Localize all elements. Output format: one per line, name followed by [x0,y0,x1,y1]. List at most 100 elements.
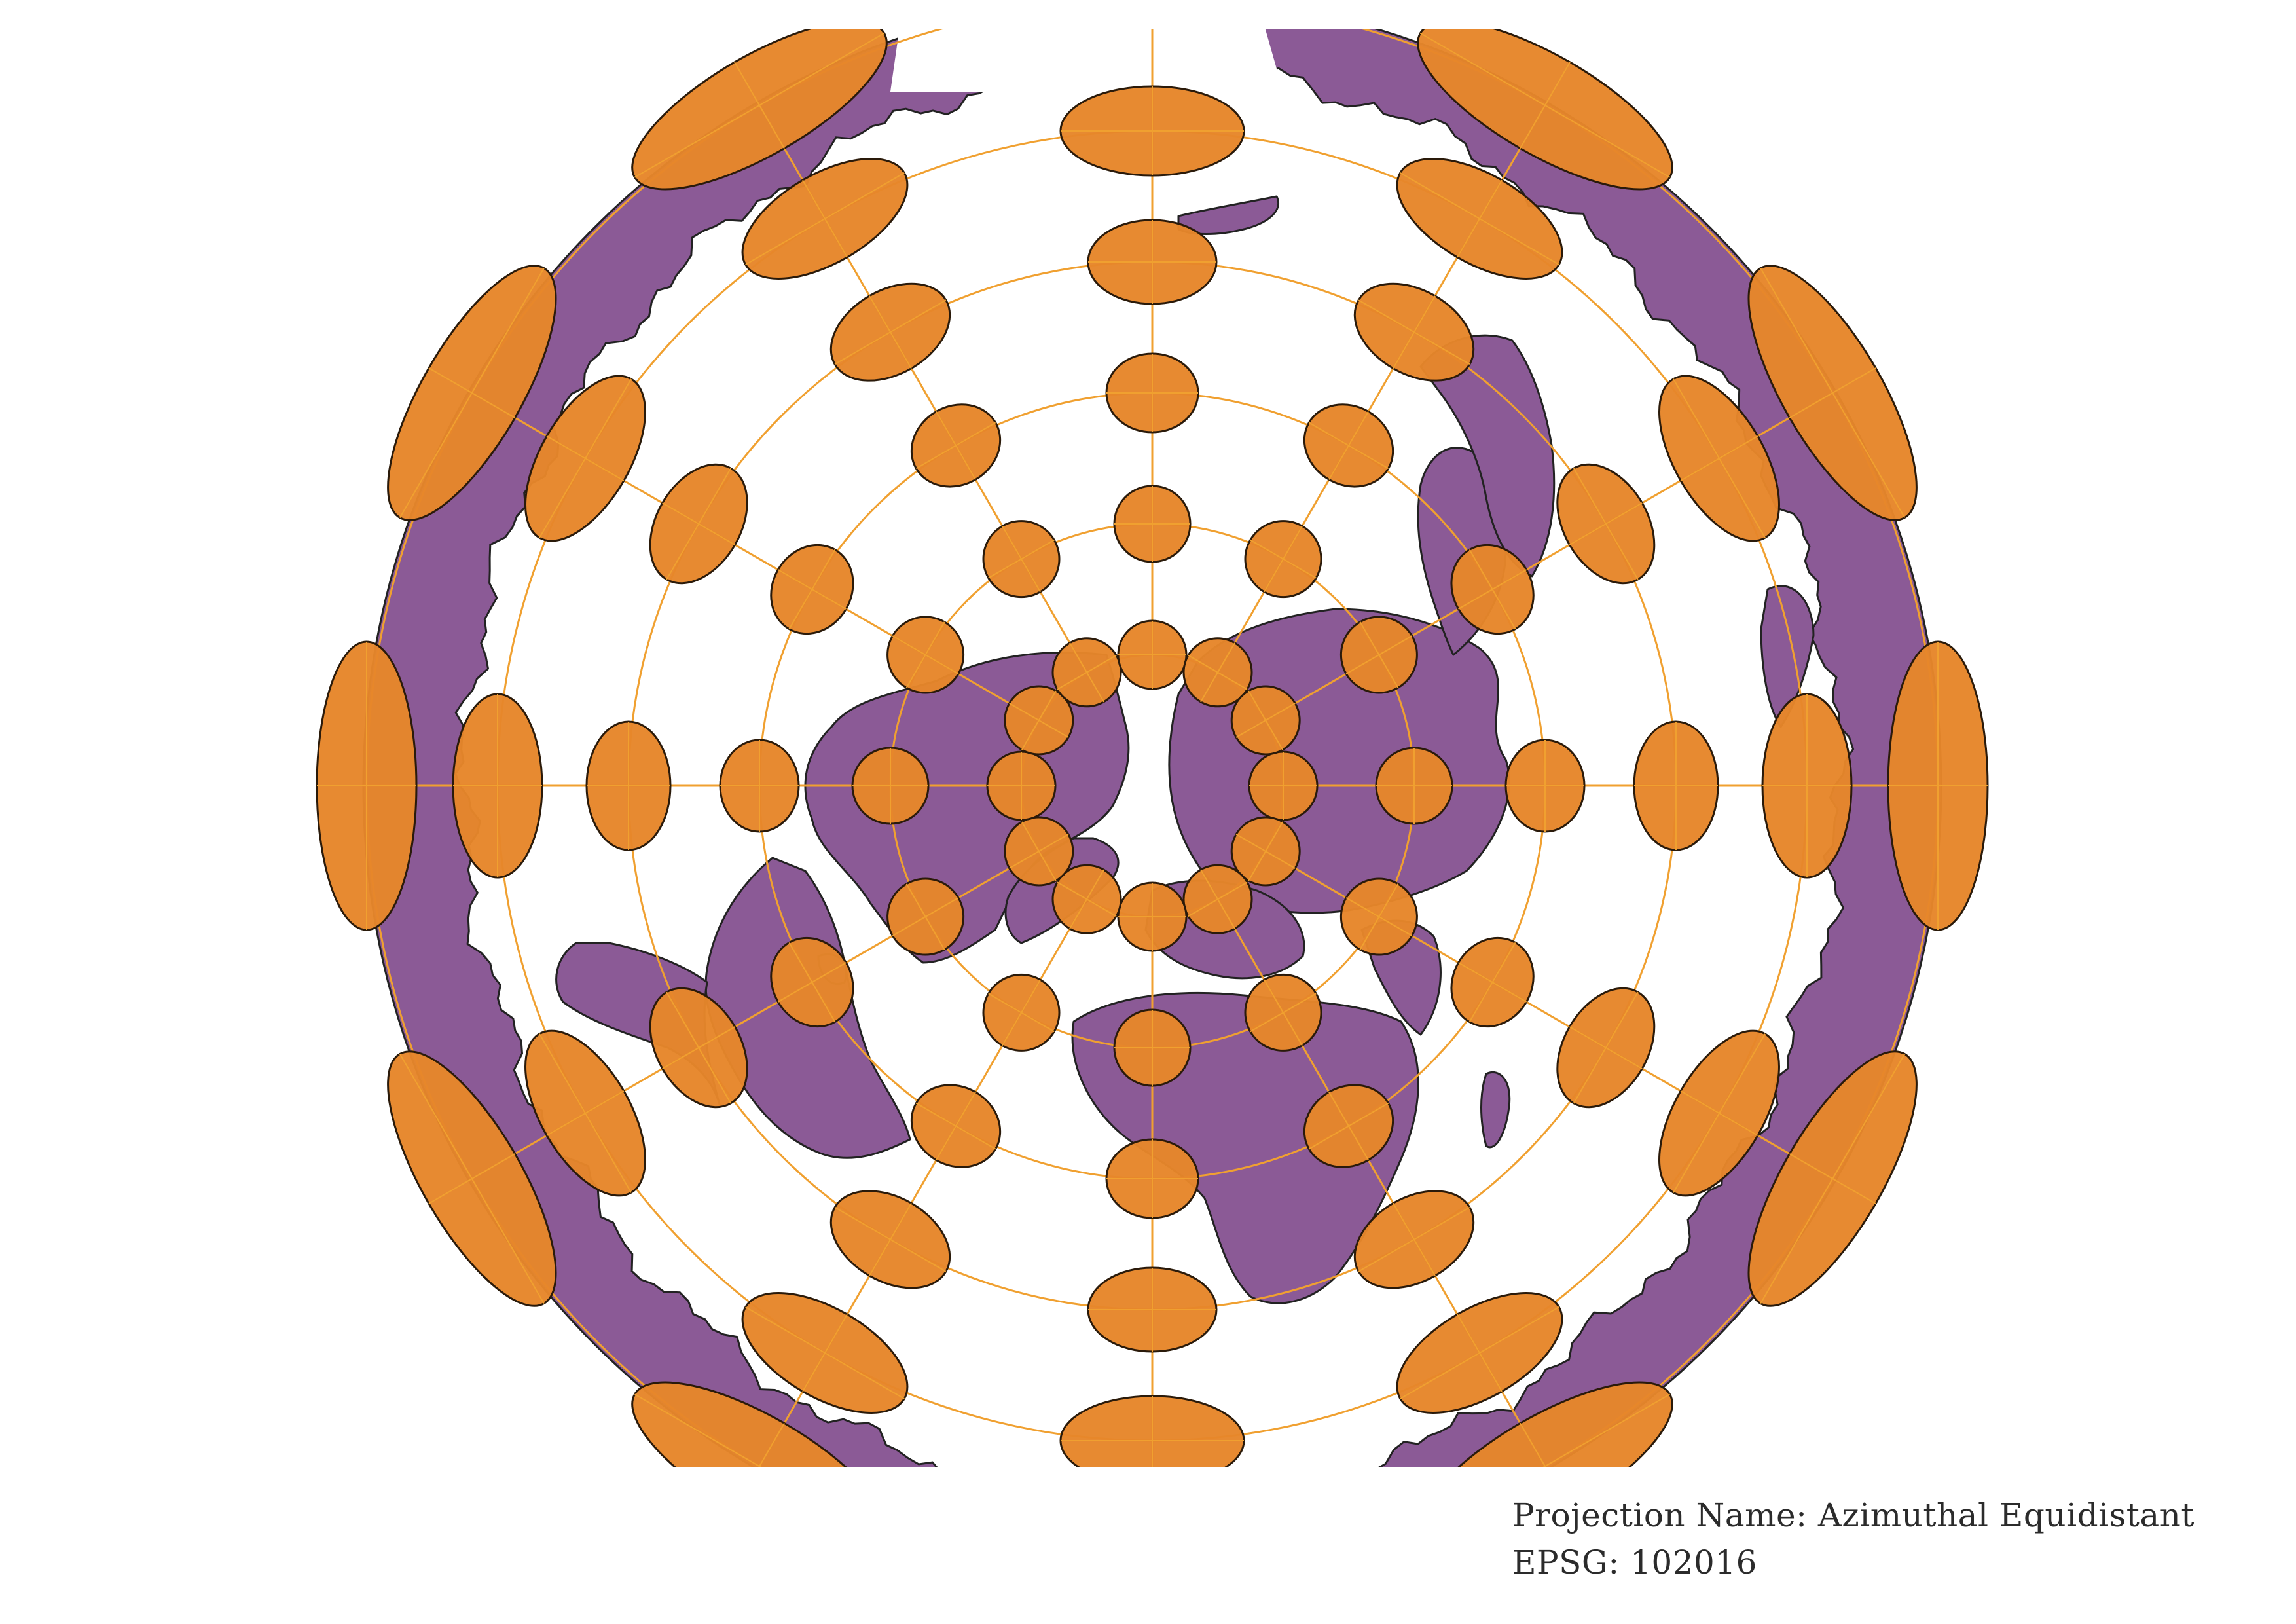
tissot-ellipse [1417,1381,1673,1467]
tissot-ellipse [719,739,800,833]
tissot-ellipse [1244,520,1322,599]
tissot-axis-minor [988,539,1055,579]
tissot-ellipse [1303,1084,1394,1168]
tissot-ellipse [1105,352,1199,434]
tissot-ellipse [1087,1266,1218,1353]
tissot-ellipse [1105,1138,1199,1219]
tissot-ellipse [851,747,930,825]
tissot-ellipse [1113,485,1192,563]
tissot-ellipse [1087,219,1218,305]
tissot-axis-minor [1468,942,1516,1023]
tissot-axis-minor [1573,991,1639,1104]
tissot-indicatrices [316,29,1989,1467]
tissot-axis-minor [1400,172,1559,265]
tissot-axis-minor [666,991,732,1104]
tissot-ellipse [1747,1050,1918,1307]
australia [1760,585,1815,728]
ring-gap-bottom [694,1467,1362,1624]
tissot-ellipse [910,1084,1002,1168]
tissot-axis-minor [1358,1206,1470,1272]
tissot-ellipse [649,463,748,585]
ring-gap-top [890,29,1283,92]
tissot-axis-minor [1308,422,1389,470]
tissot-axis-minor [1359,621,1399,688]
tissot-ellipse [1761,693,1853,879]
tissot-axis-minor [745,172,905,265]
tissot-axis-minor [1760,267,1906,519]
tissot-ellipse [1004,685,1074,756]
tissot-ellipse [524,1029,646,1197]
tissot-axis-minor [905,883,945,950]
tissot-ellipse [452,693,543,879]
tissot-ellipse [1396,158,1563,280]
tissot-axis-minor [1468,549,1516,630]
tissot-axis-minor [1673,378,1766,538]
tissot-axis-minor [666,468,732,580]
tissot-ellipse [1182,637,1253,708]
tissot-ellipse [1339,616,1418,694]
tissot-ellipse [1504,739,1586,833]
tissot-ellipse [1353,282,1475,382]
tissot-axis-minor [1419,32,1671,178]
tissot-ellipse [886,616,965,694]
tissot-ellipse [986,750,1057,821]
tissot-axis-minor [1188,654,1248,690]
tissot-axis-minor [1400,1306,1559,1399]
tissot-axis-minor [1057,654,1117,690]
tissot-axis-minor [1673,1033,1766,1193]
tissot-ellipse [829,1190,951,1289]
tissot-ellipse [829,282,951,382]
tissot-ellipse [770,936,854,1028]
tissot-axis-minor [1359,883,1399,950]
tissot-ellipse [1450,544,1535,635]
projection-info: Projection Name: Azimuthal Equidistant E… [1512,1492,2195,1586]
tissot-ellipse [1230,685,1301,756]
tissot-axis-minor [834,1206,947,1272]
tissot-ellipse [1059,85,1245,177]
epsg-label: EPSG: 102016 [1512,1543,1757,1581]
tissot-ellipse [1396,1292,1563,1414]
tissot-ellipse [1887,640,1989,931]
tissot-axis-minor [1021,821,1057,881]
tissot-ellipse [1113,1008,1192,1087]
tissot-ellipse [1353,1190,1475,1289]
tissot-axis-minor [905,621,945,688]
tissot-ellipse [631,29,888,191]
tissot-ellipse [387,1050,557,1307]
tissot-axis-minor [539,378,632,538]
tissot-axis-minor [915,422,996,470]
tissot-ellipse [982,520,1061,599]
tissot-axis-minor [988,993,1055,1033]
tissot-axis-minor [788,942,836,1023]
tissot-ellipse [770,544,854,635]
tissot-axis-minor [399,1053,545,1304]
tissot-axis-minor [915,1102,996,1150]
tissot-axis-minor [745,1306,905,1399]
tissot-ellipse [1248,750,1319,821]
tissot-axis-minor [1308,1102,1389,1150]
tissot-axis-minor [788,549,836,630]
tissot-axis-minor [634,32,885,178]
tissot-ellipse [741,158,909,280]
tissot-ellipse [1117,881,1188,952]
tissot-ellipse [1059,1395,1245,1467]
tissot-axis-minor [1021,690,1057,750]
tissot-ellipse [387,265,557,521]
tissot-axis-minor [1573,468,1639,580]
projection-name-label: Projection Name: Azimuthal Equidistant [1512,1496,2195,1534]
tissot-ellipse [1556,987,1656,1109]
tissot-axis-minor [1248,821,1284,881]
tissot-axis-minor [539,1033,632,1193]
tissot-ellipse [1633,720,1719,851]
tissot-ellipse [1303,403,1394,488]
tissot-axis-minor [634,1393,885,1467]
tissot-axis-minor [1188,881,1248,917]
tissot-ellipse [1417,29,1673,191]
tissot-axis-minor [1248,690,1284,750]
tissot-ellipse [585,720,672,851]
tissot-ellipse [910,403,1002,488]
tissot-ellipse [1244,973,1322,1052]
tissot-ellipse [316,640,418,931]
